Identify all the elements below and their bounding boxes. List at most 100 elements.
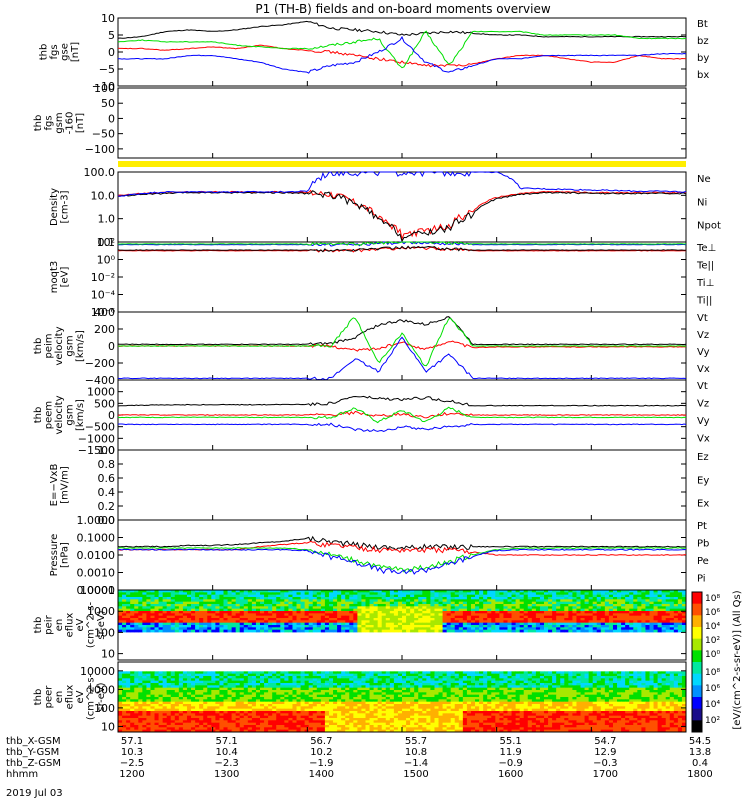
heatmap-cell (235, 699, 241, 703)
heatmap-cell (629, 683, 634, 686)
heatmap-cell (219, 685, 224, 689)
heatmap-cell (402, 627, 407, 631)
heatmap-cell (126, 627, 131, 631)
heatmap-cell (406, 599, 411, 603)
heatmap-cell (454, 620, 460, 624)
y-tick-label: 1.0 (98, 213, 116, 226)
heatmap-cell (357, 699, 362, 703)
heatmap-cell (312, 620, 318, 624)
heatmap-cell (544, 601, 549, 605)
heatmap-cell (130, 592, 135, 596)
heatmap-cell (438, 683, 443, 686)
y-tick-label: 10⁰ (97, 254, 116, 267)
heatmap-cell (487, 601, 492, 605)
heatmap-cell (166, 601, 172, 605)
heatmap-cell (499, 594, 504, 598)
heatmap-cell (564, 697, 569, 700)
heatmap-cell (681, 622, 687, 626)
heatmap-cell (406, 680, 411, 684)
heatmap-cell (223, 590, 228, 593)
y-axis-label: thb (33, 115, 44, 132)
heatmap-cell (430, 615, 435, 619)
heatmap-cell (251, 592, 257, 596)
heatmap-cell (308, 601, 314, 605)
heatmap-cell (247, 678, 253, 682)
heatmap-cell (182, 701, 188, 705)
heatmap-cell (385, 627, 391, 631)
heatmap-cell (154, 678, 159, 682)
heatmap-cell (673, 594, 679, 598)
heatmap-cell (381, 683, 387, 686)
heatmap-cell (584, 673, 590, 677)
y-axis-label: eflux (64, 613, 75, 638)
heatmap-cell (199, 706, 204, 710)
heatmap-cell (345, 599, 350, 603)
heatmap-cell (304, 680, 310, 684)
heatmap-cell (191, 678, 196, 682)
heatmap-cell (527, 625, 533, 628)
heatmap-cell (166, 680, 172, 684)
heatmap-cell (645, 683, 650, 686)
heatmap-cell (600, 685, 606, 689)
heatmap-cell (568, 604, 573, 607)
heatmap-cell (466, 678, 472, 682)
heatmap-cell (523, 592, 529, 596)
heatmap-cell (434, 601, 439, 605)
heatmap-cell (414, 599, 419, 603)
heatmap-cell (251, 692, 257, 696)
heatmap-cell (406, 608, 411, 612)
heatmap-cell (669, 680, 675, 684)
heatmap-cell (203, 625, 208, 628)
heatmap-cell (617, 704, 622, 707)
heatmap-cell (479, 601, 484, 605)
heatmap-cell (397, 671, 403, 675)
heatmap-cell (276, 683, 281, 686)
heatmap-cell (499, 601, 504, 605)
heatmap-cell (162, 597, 168, 600)
heatmap-cell (333, 613, 338, 617)
y-axis-label: thb (33, 407, 44, 424)
y-axis-label: eV (75, 618, 86, 631)
heatmap-cell (434, 701, 439, 705)
heatmap-cell (653, 629, 658, 633)
heatmap-cell (231, 690, 237, 693)
heatmap-cell (442, 615, 448, 619)
heatmap-cell (243, 613, 249, 617)
heatmap-cell (621, 673, 626, 677)
heatmap-cell (349, 690, 354, 693)
heatmap-cell (243, 601, 249, 605)
heatmap-cell (178, 590, 184, 593)
heatmap-cell (247, 622, 253, 626)
heatmap-cell (203, 685, 208, 689)
heatmap-cell (653, 683, 658, 686)
heatmap-cell (260, 680, 265, 684)
heatmap-cell (126, 597, 131, 600)
heatmap-cell (625, 692, 630, 696)
heatmap-cell (247, 706, 253, 710)
heatmap-cell (612, 690, 618, 693)
heatmap-cell (260, 697, 265, 700)
heatmap-cell (552, 618, 557, 621)
heatmap-cell (158, 692, 164, 696)
heatmap-cell (243, 680, 249, 684)
heatmap-cell (333, 687, 338, 691)
heatmap-cell (260, 690, 265, 693)
heatmap-cell (126, 704, 131, 707)
heatmap-cell (158, 613, 164, 617)
heatmap-cell (227, 687, 232, 691)
heatmap-cell (507, 697, 512, 700)
heatmap-cell (235, 590, 241, 593)
heatmap-cell (503, 611, 508, 614)
heatmap-cell (548, 608, 553, 612)
heatmap-cell (450, 606, 456, 610)
heatmap-cell (328, 694, 334, 698)
heatmap-cell (548, 680, 553, 684)
heatmap-cell (385, 699, 391, 703)
heatmap-cell (434, 590, 439, 593)
heatmap-cell (365, 627, 370, 631)
heatmap-cell (304, 685, 310, 689)
heatmap-cell (507, 611, 512, 614)
heatmap-cell (393, 706, 399, 710)
heatmap-cell (596, 697, 602, 700)
heatmap-cell (511, 683, 516, 686)
